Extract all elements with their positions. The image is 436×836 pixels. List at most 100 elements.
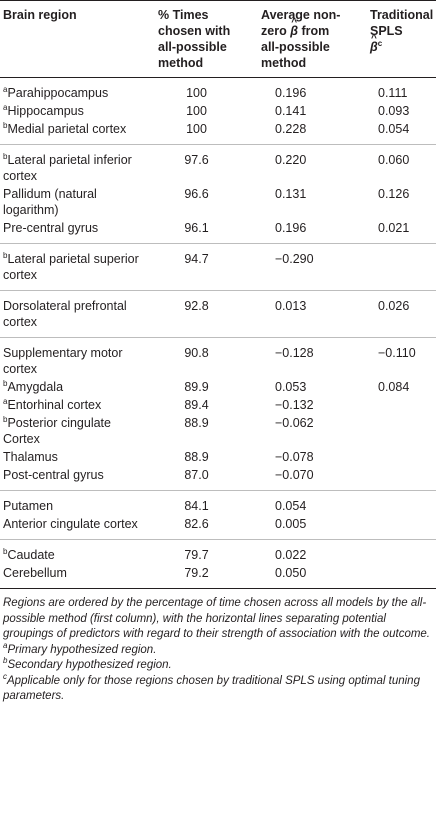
table-notes: Regions are ordered by the percentage of… xyxy=(0,596,436,705)
note-b-mark: b xyxy=(3,656,8,666)
cell-average-beta: 0.196 xyxy=(253,218,354,244)
region-name: Lateral parietal inferior cortex xyxy=(3,153,132,183)
cell-average-beta: 0.005 xyxy=(253,514,354,540)
cell-traditional-spls: 0.054 xyxy=(354,119,436,145)
cell-traditional-spls xyxy=(354,413,436,447)
region-name: Supplementary motor cortex xyxy=(3,346,123,376)
cell-traditional-spls xyxy=(354,395,436,413)
cell-average-beta: 0.013 xyxy=(253,290,354,338)
header-average-beta-pre: Average non-zero xyxy=(261,8,341,38)
table-body: aParahippocampus 100 0.196 0.111 aHippocampu… xyxy=(0,78,436,589)
region-name: Thalamus xyxy=(3,450,58,464)
cell-average-beta: −0.132 xyxy=(275,398,314,412)
cell-traditional-spls xyxy=(354,563,436,589)
cell-average-beta: 0.050 xyxy=(253,563,354,589)
cell-percent-chosen: 96.6 xyxy=(184,187,209,201)
table-header: Brain region % Times chosen with all-pos… xyxy=(0,0,436,78)
region-name: Parahippocampus xyxy=(7,86,109,100)
cell-region: Supplementary motor cortex xyxy=(0,338,148,378)
note-b-text: Secondary hypothesized region. xyxy=(7,659,172,671)
region-name: Amygdala xyxy=(7,380,64,394)
cell-region: Post-central gyrus xyxy=(0,465,148,491)
region-footnote-mark: b xyxy=(3,120,8,130)
cell-average-beta: −0.062 xyxy=(275,416,314,430)
table-row: bLateral parietal inferior cortex 97.6 0.2… xyxy=(0,145,436,185)
note-a-mark: a xyxy=(3,640,8,650)
region-name: Post-central gyrus xyxy=(3,468,104,482)
cell-traditional-spls: −0.110 xyxy=(378,346,416,360)
cell-percent-chosen: 89.9 xyxy=(184,380,209,394)
cell-average-beta: 0.022 xyxy=(275,548,307,562)
cell-average-beta: 0.228 xyxy=(253,119,354,145)
cell-region: bPosterior cingulate Cortex xyxy=(0,413,148,447)
cell-traditional-spls: 0.093 xyxy=(378,104,410,118)
region-footnote-mark: b xyxy=(3,151,8,161)
region-name: Pallidum (natural logarithm) xyxy=(3,187,97,217)
cell-region: Pre-central gyrus xyxy=(0,218,148,244)
cell-region: bLateral parietal superior cortex xyxy=(0,243,148,291)
header-average-beta: Average non-zero β from all-possible met… xyxy=(253,0,354,78)
table-row: Supplementary motor cortex 90.8 −0.128 −0.1… xyxy=(0,338,436,378)
table-row: Putamen 84.1 0.054 xyxy=(0,491,436,515)
cell-average-beta: 0.141 xyxy=(275,104,307,118)
cell-percent-chosen: 100 xyxy=(186,86,207,100)
cell-average-beta: −0.070 xyxy=(253,465,354,491)
region-name: Medial parietal cortex xyxy=(7,122,127,136)
region-footnote-mark: b xyxy=(3,250,8,260)
table-row: Pre-central gyrus 96.1 0.196 0.021 xyxy=(0,218,436,244)
cell-traditional-spls xyxy=(354,447,436,465)
table-row: bPosterior cingulate Cortex 88.9 −0.062 xyxy=(0,413,436,447)
table-row: bCaudate 79.7 0.022 xyxy=(0,540,436,564)
table-row: bAmygdala 89.9 0.053 0.084 xyxy=(0,377,436,395)
note-c: cApplicable only for those regions chose… xyxy=(0,671,436,705)
table-row: Thalamus 88.9 −0.078 xyxy=(0,447,436,465)
cell-traditional-spls: 0.084 xyxy=(378,380,410,394)
cell-percent-chosen: 96.1 xyxy=(148,218,253,244)
header-percent-chosen: % Times chosen with all-possible method xyxy=(148,0,253,78)
cell-traditional-spls xyxy=(354,243,436,291)
cell-region: Cerebellum xyxy=(0,563,148,589)
cell-percent-chosen: 79.7 xyxy=(184,548,209,562)
cell-region: bMedial parietal cortex xyxy=(0,119,148,145)
table-row: bLateral parietal superior cortex 94.7 −0.… xyxy=(0,243,436,291)
cell-percent-chosen: 84.1 xyxy=(184,499,209,513)
header-row: Brain region % Times chosen with all-pos… xyxy=(0,0,436,78)
cell-percent-chosen: 100 xyxy=(148,119,253,145)
cell-average-beta: 0.054 xyxy=(275,499,307,513)
cell-percent-chosen: 87.0 xyxy=(148,465,253,491)
cell-percent-chosen: 92.8 xyxy=(148,290,253,338)
region-name: Anterior cingulate cortex xyxy=(3,517,138,531)
cell-region: Dorsolateral prefrontal cortex xyxy=(0,290,148,338)
cell-traditional-spls: 0.060 xyxy=(378,153,410,167)
cell-percent-chosen: 97.6 xyxy=(184,153,209,167)
region-name: Entorhinal cortex xyxy=(7,398,102,412)
region-footnote-mark: a xyxy=(3,102,8,112)
cell-region: Thalamus xyxy=(0,447,148,465)
cell-percent-chosen: 94.7 xyxy=(148,243,253,291)
region-footnote-mark: b xyxy=(3,414,8,424)
region-name: Hippocampus xyxy=(7,104,84,118)
cell-percent-chosen: 88.9 xyxy=(184,416,209,430)
header-spls-footnote-mark: c xyxy=(377,38,383,48)
cell-percent-chosen: 100 xyxy=(186,104,207,118)
region-name: Putamen xyxy=(3,499,54,513)
brain-region-table: Brain region % Times chosen with all-pos… xyxy=(0,0,436,589)
region-name: Lateral parietal superior cortex xyxy=(3,252,139,282)
beta-hat-symbol-spls: β xyxy=(370,31,378,55)
cell-percent-chosen: 82.6 xyxy=(148,514,253,540)
note-a: aPrimary hypothesized region. xyxy=(0,640,436,659)
cell-percent-chosen: 89.4 xyxy=(184,398,209,412)
cell-percent-chosen: 79.2 xyxy=(148,563,253,589)
cell-percent-chosen: 88.9 xyxy=(184,450,209,464)
cell-average-beta: −0.078 xyxy=(275,450,314,464)
cell-region: bLateral parietal inferior cortex xyxy=(0,145,148,185)
header-traditional-spls: Traditional SPLS βc xyxy=(354,0,436,78)
cell-region: Anterior cingulate cortex xyxy=(0,514,148,540)
note-a-text: Primary hypothesized region. xyxy=(7,643,157,656)
region-footnote-mark: b xyxy=(3,546,8,556)
cell-traditional-spls xyxy=(354,491,436,515)
header-average-beta-post: from all-possible method xyxy=(261,24,330,70)
note-c-mark: c xyxy=(3,671,7,681)
cell-percent-chosen: 90.8 xyxy=(184,346,209,360)
note-main: Regions are ordered by the percentage of… xyxy=(3,597,431,640)
